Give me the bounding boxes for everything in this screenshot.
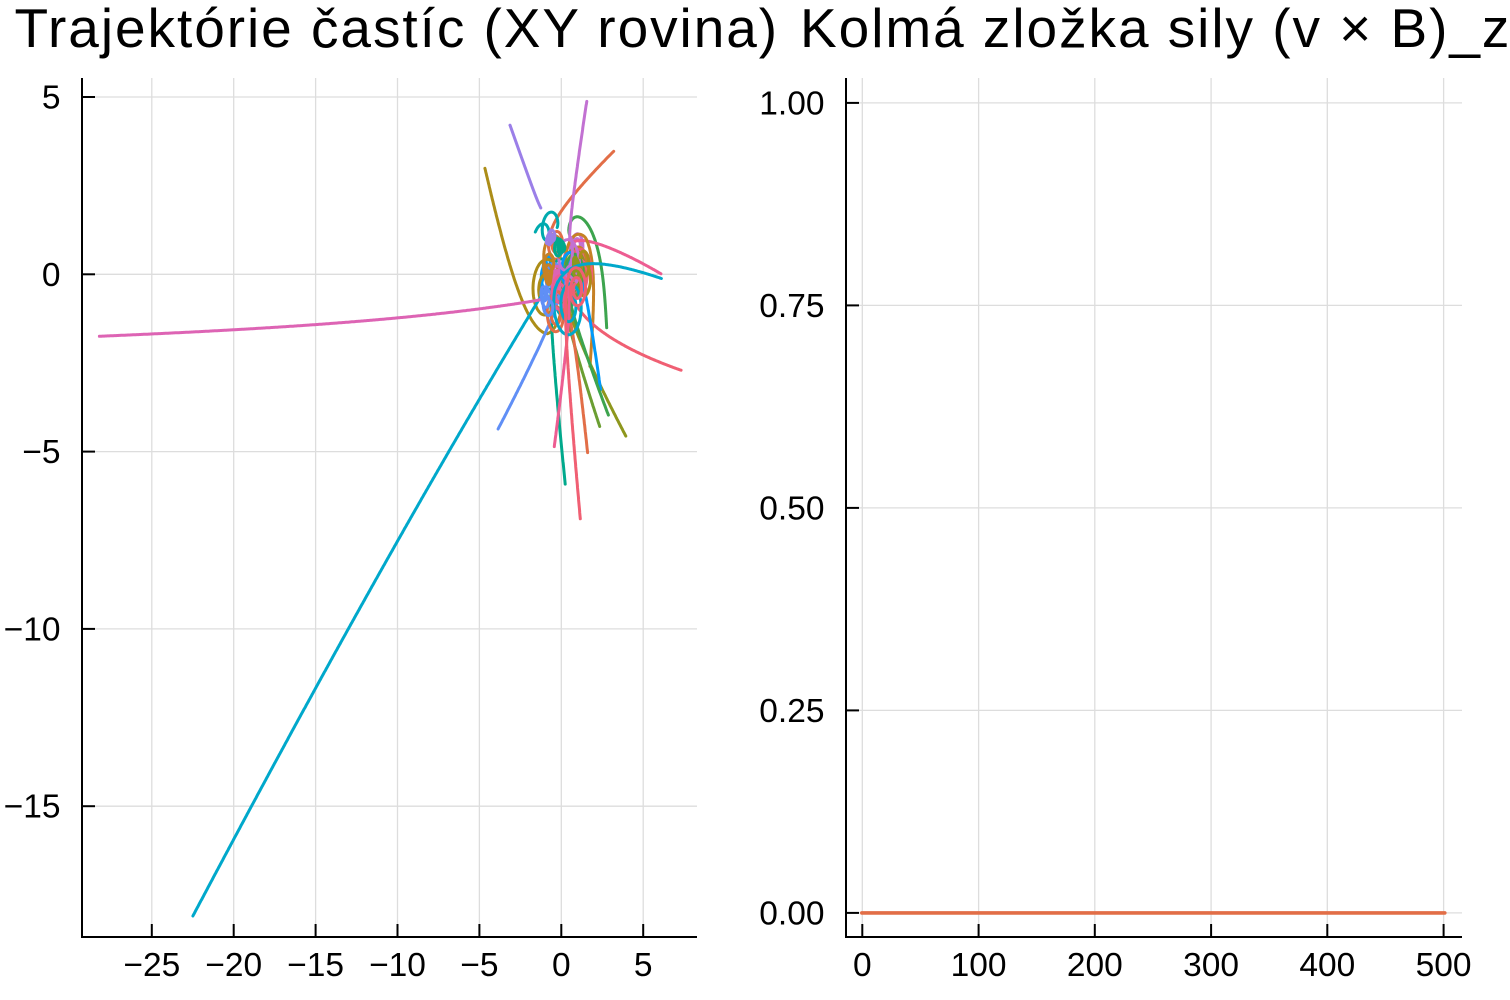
svg-text:Trajektórie častíc (XY rovina): Trajektórie častíc (XY rovina) (15, 0, 780, 59)
svg-text:0.75: 0.75 (759, 288, 824, 325)
svg-text:0.00: 0.00 (759, 895, 824, 932)
svg-text:0.50: 0.50 (759, 490, 824, 527)
svg-text:−15: −15 (4, 789, 61, 826)
svg-text:Kolmá zložka sily (v × B)_z: Kolmá zložka sily (v × B)_z (800, 0, 1510, 59)
svg-text:300: 300 (1183, 947, 1239, 984)
svg-text:−5: −5 (22, 434, 60, 471)
svg-text:1.00: 1.00 (759, 85, 824, 122)
svg-text:−15: −15 (287, 947, 344, 984)
svg-text:−10: −10 (369, 947, 426, 984)
svg-text:400: 400 (1299, 947, 1355, 984)
svg-text:−20: −20 (205, 947, 262, 984)
svg-text:100: 100 (951, 947, 1007, 984)
svg-text:−5: −5 (460, 947, 498, 984)
svg-text:0: 0 (42, 257, 61, 294)
svg-text:0: 0 (552, 947, 571, 984)
svg-text:5: 5 (42, 80, 61, 117)
svg-text:5: 5 (634, 947, 653, 984)
svg-text:0: 0 (853, 947, 872, 984)
svg-text:−10: −10 (4, 611, 61, 648)
svg-text:0.25: 0.25 (759, 693, 824, 730)
svg-text:500: 500 (1416, 947, 1472, 984)
svg-text:−25: −25 (123, 947, 180, 984)
svg-text:200: 200 (1067, 947, 1123, 984)
